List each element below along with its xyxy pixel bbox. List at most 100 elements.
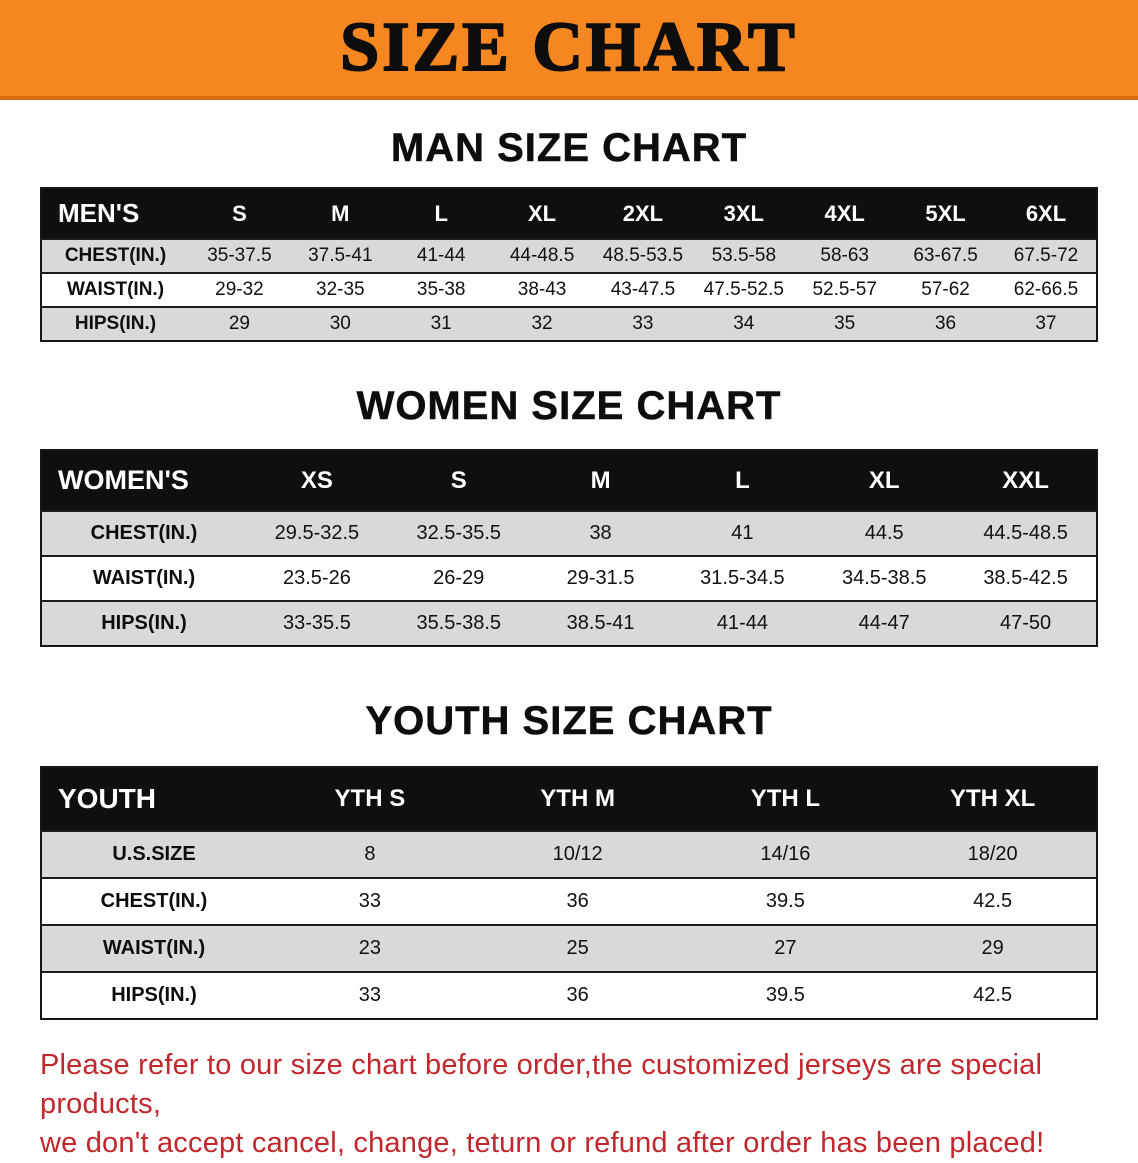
table-cell: 62-66.5 xyxy=(1013,279,1079,300)
table-cell: 41 xyxy=(731,522,754,544)
column-header: M xyxy=(529,450,672,511)
table-cell: 23 xyxy=(358,937,381,959)
column-header: 4XL xyxy=(794,188,896,239)
column-header: S xyxy=(189,188,290,239)
column-header: YTH L xyxy=(681,767,890,831)
table-cell: 26-29 xyxy=(433,567,485,589)
table-cell: 44-47 xyxy=(858,612,910,634)
table-cell: 41-44 xyxy=(416,245,466,266)
table-row: CHEST(IN.) 29.5-32.5 32.5-35.5 38 41 44.5 44.5… xyxy=(41,511,1097,556)
row-label: CHEST(IN.) xyxy=(100,890,208,912)
table-cell: 29 xyxy=(228,313,250,334)
table-cell: 31.5-34.5 xyxy=(700,567,785,589)
table-cell: 36 xyxy=(566,890,589,912)
column-header: L xyxy=(671,450,814,511)
table-row: CHEST(IN.) 35-37.5 37.5-41 41-44 44-48.5 48.5… xyxy=(41,239,1097,273)
table-cell: 35-37.5 xyxy=(207,245,272,266)
column-header: XL xyxy=(813,450,956,511)
row-label: WAIST(IN.) xyxy=(66,279,165,300)
women-section-heading: WOMEN SIZE CHART xyxy=(356,384,782,429)
disclaimer: Please refer to our size chart before or… xyxy=(40,1046,1138,1163)
table-cell: 18/20 xyxy=(967,843,1018,865)
table-cell: 53.5-58 xyxy=(711,245,777,266)
column-header: 5XL xyxy=(895,188,996,239)
table-cell: 29 xyxy=(981,937,1004,959)
table-cell: 47.5-52.5 xyxy=(703,279,784,300)
page-title: SIZE CHART xyxy=(339,8,798,87)
row-label: CHEST(IN.) xyxy=(64,245,167,266)
header-row: YOUTH YTH S YTH M YTH L YTH XL xyxy=(41,767,1097,831)
column-header: XS xyxy=(246,450,388,511)
row-label: HIPS(IN.) xyxy=(111,984,197,1006)
table-cell: 34 xyxy=(733,313,755,334)
table-cell: 37 xyxy=(1035,313,1057,334)
table-cell: 32.5-35.5 xyxy=(416,522,501,544)
table-cell: 39.5 xyxy=(765,890,805,912)
table-cell: 32-35 xyxy=(316,279,365,300)
table-cell: 63-67.5 xyxy=(913,245,978,266)
header-row: WOMEN'S XS S M L XL XXL xyxy=(41,450,1097,511)
column-header: YTH M xyxy=(473,767,682,831)
table-cell: 34.5-38.5 xyxy=(841,567,927,589)
table-cell: 42.5 xyxy=(973,890,1013,912)
table-cell: 10/12 xyxy=(552,843,603,865)
table-cell: 33 xyxy=(632,313,654,334)
column-header: M xyxy=(289,188,391,239)
table-row: HIPS(IN.) 33 36 39.5 42.5 xyxy=(41,972,1097,1019)
table-cell: 44.5-48.5 xyxy=(983,522,1068,544)
table-row: HIPS(IN.) 33-35.5 35.5-38.5 38.5-41 41-44 44-… xyxy=(41,601,1097,646)
table-cell: 33-35.5 xyxy=(282,612,351,634)
table-cell: 39.5 xyxy=(765,984,805,1006)
table-cell: 30 xyxy=(329,313,351,334)
table-cell: 23.5-26 xyxy=(282,567,351,589)
header-row: MEN'S S M L XL 2XL 3XL 4XL 5XL 6XL xyxy=(41,188,1097,239)
table-cell: 29.5-32.5 xyxy=(274,522,360,544)
column-header: YTH S xyxy=(266,767,474,831)
row-label: WAIST(IN.) xyxy=(92,567,196,589)
table-cell: 48.5-53.5 xyxy=(602,245,684,266)
table-title-cell: WOMEN'S xyxy=(41,450,246,511)
table-cell: 47-50 xyxy=(999,612,1052,634)
section-men: MAN SIZE CHART MEN'S S M L XL 2XL 3XL 4XL 5XL 6XL… xyxy=(0,100,1138,342)
table-cell: 44.5 xyxy=(864,522,904,544)
table-cell: 38-43 xyxy=(517,279,567,300)
table-cell: 35.5-38.5 xyxy=(416,612,501,634)
banner: SIZE CHART xyxy=(0,0,1138,100)
section-women: WOMEN SIZE CHART WOMEN'S XS S M L XL XXL CHEST(… xyxy=(0,342,1138,647)
disclaimer-line-1: Please refer to our size chart before or… xyxy=(40,1049,1043,1121)
table-cell: 33 xyxy=(358,890,381,912)
table-row: WAIST(IN.) 23 25 27 29 xyxy=(41,925,1097,972)
column-header: L xyxy=(390,188,492,239)
table-cell: 36 xyxy=(934,313,957,334)
table-row: CHEST(IN.) 33 36 39.5 42.5 xyxy=(41,878,1097,925)
youth-section-heading: YOUTH SIZE CHART xyxy=(365,699,773,744)
table-cell: 35 xyxy=(834,313,856,334)
section-youth: YOUTH SIZE CHART YOUTH YTH S YTH M YTH L YTH… xyxy=(0,647,1138,1020)
column-header: S xyxy=(387,450,530,511)
table-cell: 35-38 xyxy=(416,279,466,300)
table-cell: 32 xyxy=(531,313,553,334)
disclaimer-line-2: we don't accept cancel, change, teturn o… xyxy=(40,1127,1045,1160)
table-cell: 27 xyxy=(774,937,797,959)
table-cell: 36 xyxy=(566,984,589,1006)
table-cell: 8 xyxy=(364,843,376,865)
table-cell: 29-31.5 xyxy=(566,567,635,589)
men-section-heading: MAN SIZE CHART xyxy=(390,126,748,171)
table-cell: 38 xyxy=(589,522,612,544)
column-header: YTH XL xyxy=(889,767,1097,831)
table-row: WAIST(IN.) 29-32 32-35 35-38 38-43 43-47.5 47.… xyxy=(41,273,1097,307)
column-header: XL xyxy=(491,188,593,239)
table-title-cell: MEN'S xyxy=(41,188,189,239)
table-cell: 44-48.5 xyxy=(509,245,575,266)
mens-size-table: MEN'S S M L XL 2XL 3XL 4XL 5XL 6XL CHEST(IN.) 35-37… xyxy=(40,187,1098,342)
column-header: 3XL xyxy=(693,188,795,239)
column-header: 2XL xyxy=(592,188,694,239)
womens-size-table: WOMEN'S XS S M L XL XXL CHEST(IN.) 29.5-32.5 32.5… xyxy=(40,449,1098,647)
table-cell: 38.5-42.5 xyxy=(983,567,1068,589)
table-cell: 58-63 xyxy=(820,245,869,266)
table-row: WAIST(IN.) 23.5-26 26-29 29-31.5 31.5-34.5 34… xyxy=(41,556,1097,601)
row-label: HIPS(IN.) xyxy=(101,612,187,634)
youth-size-table: YOUTH YTH S YTH M YTH L YTH XL U.S.SIZE 8 10/12… xyxy=(40,766,1098,1020)
table-cell: 31 xyxy=(430,313,452,334)
